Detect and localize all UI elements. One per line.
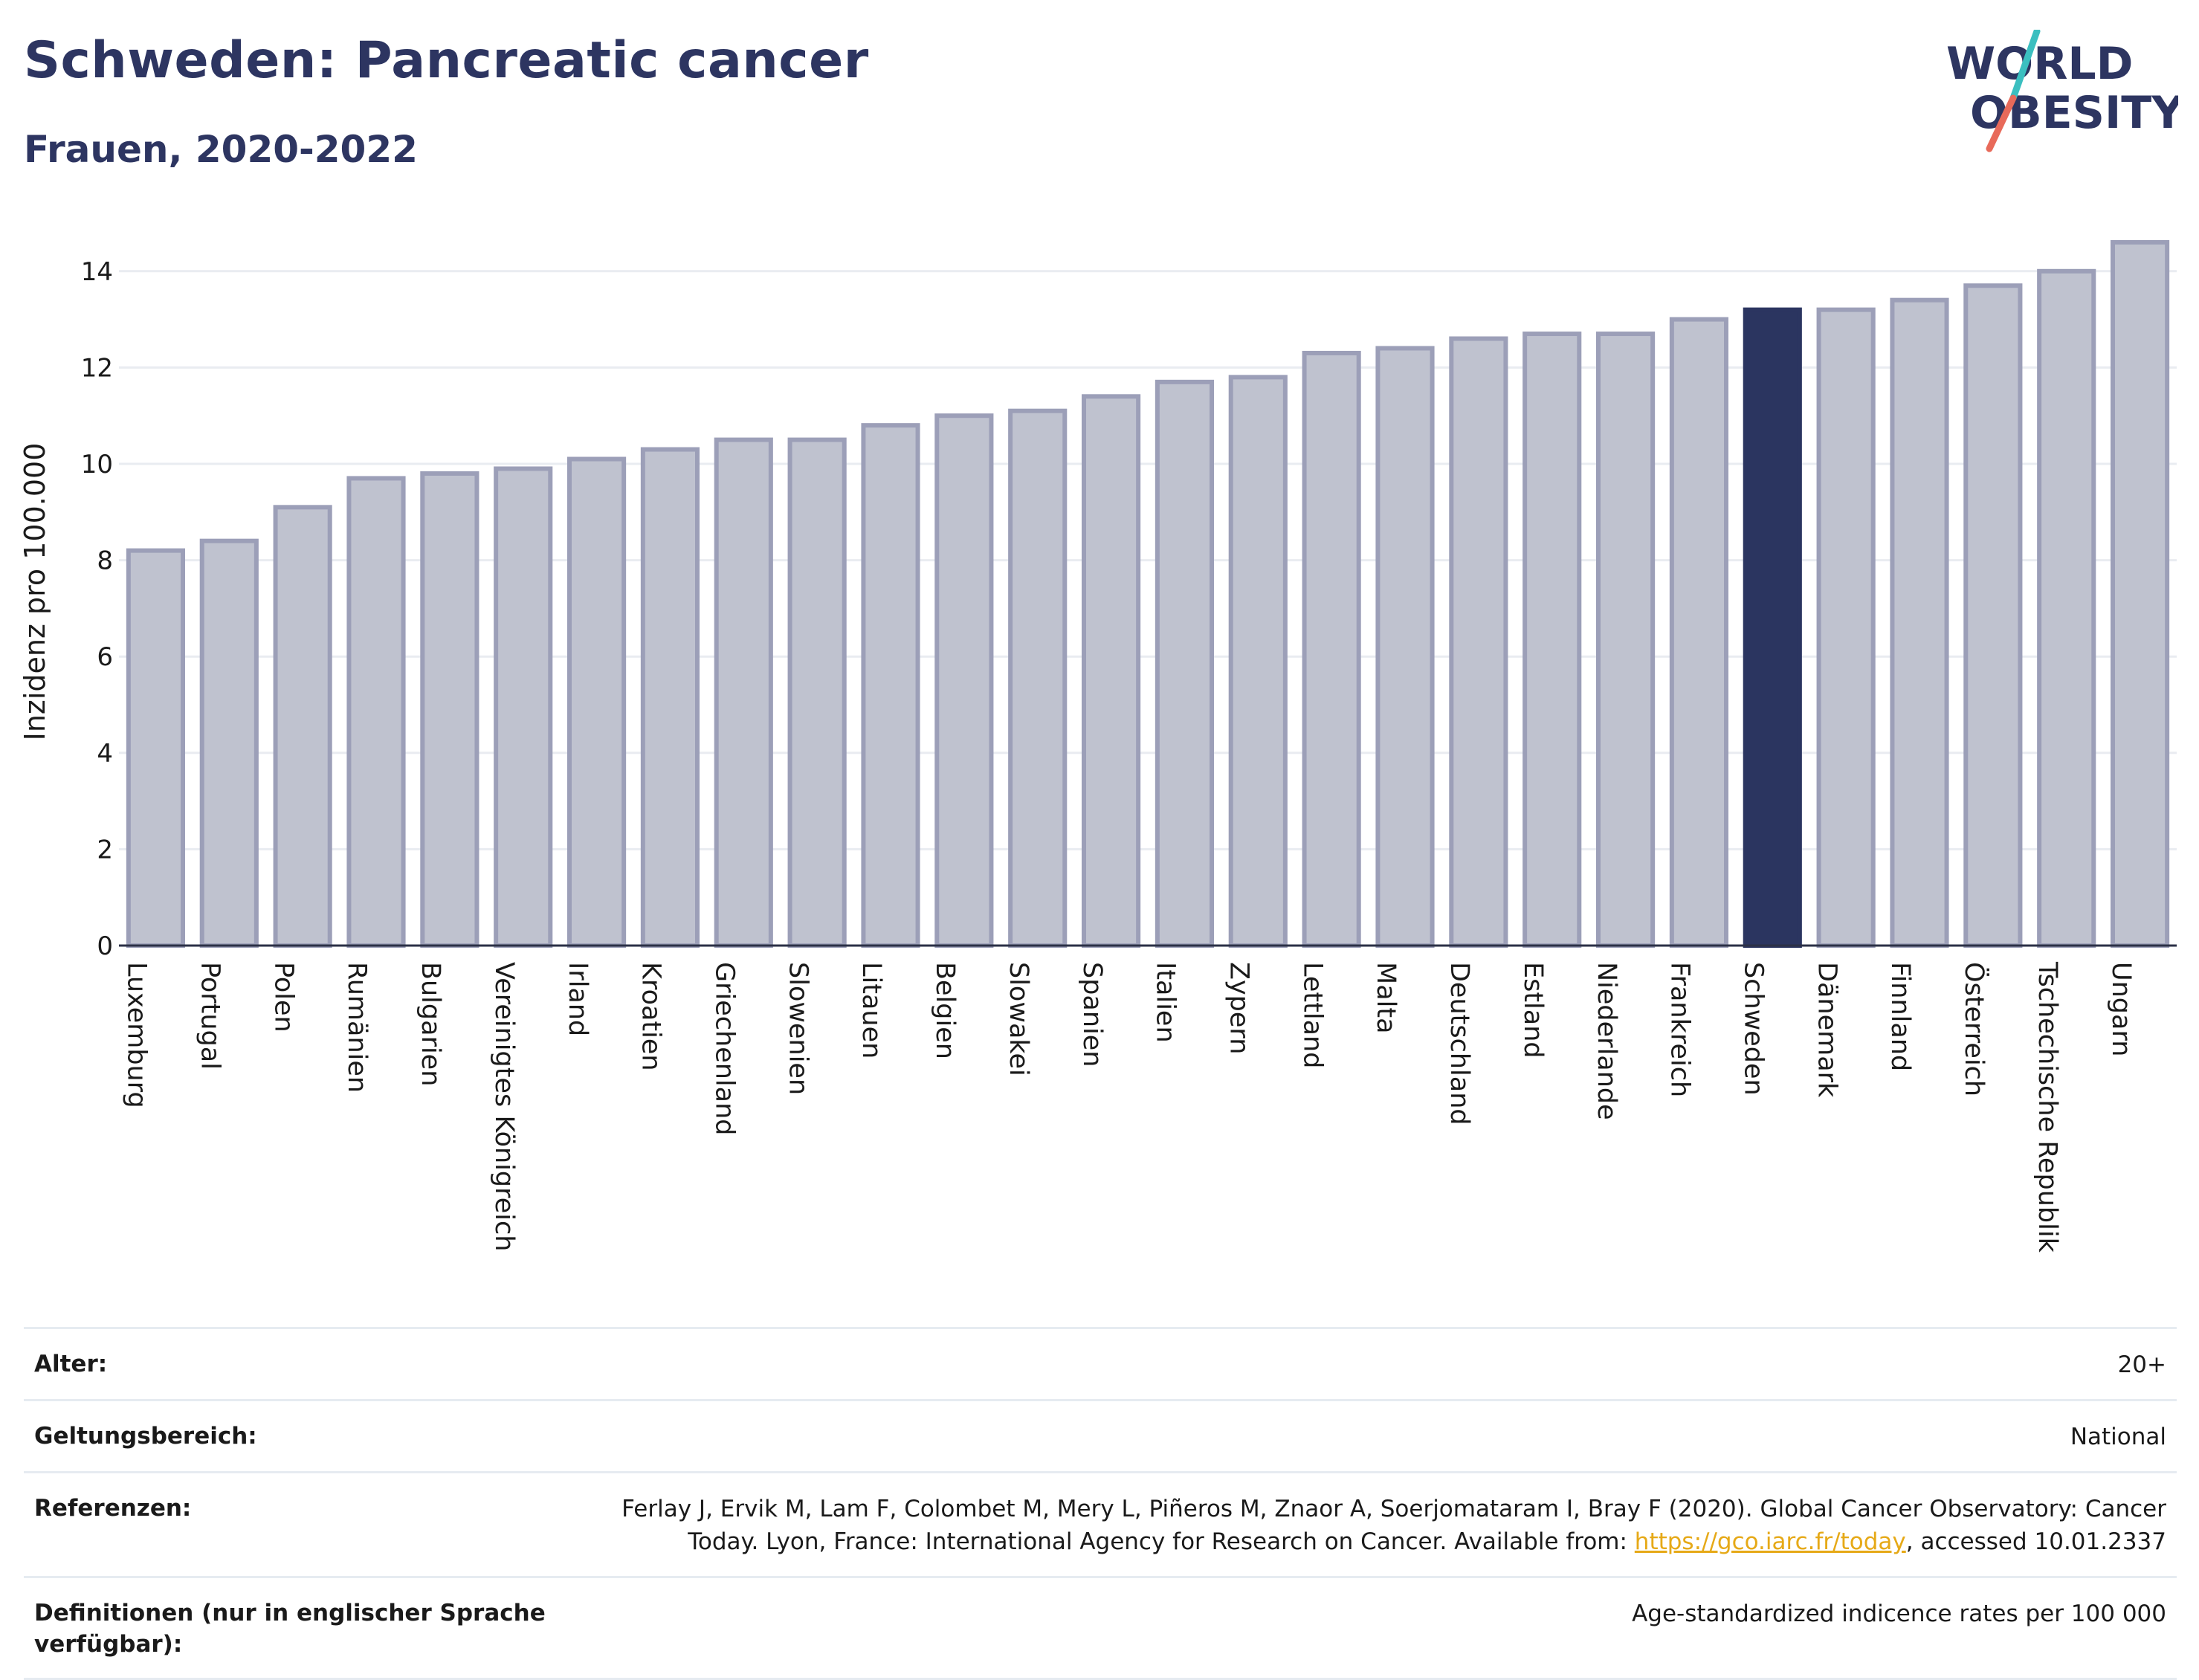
x-tick-label: Portugal: [195, 962, 225, 1070]
world-obesity-logo: WORLD OBESITY: [1946, 30, 2178, 152]
meta-row-definitions: Definitionen (nur in englischer Sprache …: [24, 1576, 2177, 1680]
y-axis-ticks: 0 2 4 6 8 10 12 14: [81, 257, 113, 961]
y-tick-label: 10: [81, 450, 113, 479]
bar-chart: 0 2 4 6 8 10 12 14 Luxemburg Portugal Polen Rumäni…: [19, 239, 2177, 1253]
bar-vereinigtes-königreich: [494, 466, 553, 949]
x-tick-label: Griechenland: [709, 962, 739, 1135]
x-tick-label: Vereinigtes Königreich: [489, 962, 519, 1251]
meta-row-references: Referenzen: Ferlay J, Ervik M, Lam F, Co…: [24, 1471, 2177, 1576]
logo-slash-coral: [1986, 94, 2017, 152]
x-tick-label: Deutschland: [1444, 962, 1474, 1125]
bar-belgien: [934, 413, 994, 948]
reference-link[interactable]: https://gco.iarc.fr/today: [1634, 1528, 1906, 1555]
x-tick-label: Ungarn: [2106, 962, 2136, 1056]
x-tick-label: Kroatien: [636, 962, 666, 1071]
x-tick-label: Zypern: [1224, 962, 1253, 1054]
bar-deutschland: [1449, 336, 1508, 948]
x-tick-label: Dänemark: [1812, 962, 1841, 1098]
bar-malta: [1375, 346, 1435, 949]
x-tick-label: Slowakei: [1004, 962, 1033, 1076]
y-tick-label: 8: [97, 546, 113, 576]
x-tick-label: Slowenien: [783, 962, 813, 1095]
definitions-value: Age-standardized indicence rates per 100…: [1632, 1600, 2166, 1627]
bar-slowakei: [1008, 408, 1068, 949]
y-axis-label: Inzidenz pro 100.000: [19, 443, 51, 741]
bar-polen: [273, 505, 332, 948]
x-tick-label: Irland: [563, 962, 592, 1036]
x-tick-label: Polen: [268, 962, 298, 1033]
x-tick-label: Belgien: [930, 962, 960, 1059]
x-tick-label: Rumänien: [342, 962, 372, 1093]
reference-text-3: , accessed 10.01.2337: [1905, 1528, 2166, 1555]
bars: [126, 239, 2170, 949]
metadata-table: Alter: 20+ Geltungsbereich: National Ref…: [24, 1327, 2177, 1680]
x-tick-label: Malta: [1371, 962, 1401, 1034]
y-tick-label: 6: [97, 642, 113, 672]
x-tick-label: Bulgarien: [416, 962, 445, 1086]
x-tick-label: Tschechische Republik: [2032, 961, 2062, 1253]
references-label: Referenzen:: [34, 1495, 192, 1522]
x-tick-label: Schweden: [1738, 962, 1768, 1096]
x-tick-label: Estland: [1518, 962, 1548, 1059]
chart-subtitle: Frauen, 2020-2022: [24, 128, 418, 171]
meta-row-age: Alter: 20+: [24, 1327, 2177, 1399]
age-label: Alter:: [34, 1351, 108, 1377]
logo-slash-teal: [2009, 30, 2041, 102]
x-axis-labels: Luxemburg Portugal Polen Rumänien Bulgarien V…: [122, 961, 2136, 1253]
x-tick-label: Lettland: [1297, 962, 1327, 1068]
chart-title: Schweden: Pancreatic cancer: [24, 31, 869, 90]
bar-litauen: [861, 423, 920, 949]
x-tick-label: Italien: [1151, 962, 1181, 1043]
bar-zypern: [1228, 375, 1288, 949]
reference-text-2: Today. Lyon, France: International Agenc…: [688, 1528, 1635, 1555]
y-tick-label: 14: [81, 257, 113, 287]
bar-luxemburg: [126, 548, 186, 948]
reference-text-1: Ferlay J, Ervik M, Lam F, Colombet M, Me…: [621, 1496, 2166, 1522]
x-tick-label: Finnland: [1885, 962, 1915, 1071]
bar-irland: [566, 456, 627, 948]
bar-italien: [1155, 379, 1215, 948]
bar-tschechische-republik: [2037, 268, 2096, 949]
bar-ungarn: [2110, 239, 2170, 949]
y-tick-label: 12: [81, 353, 113, 383]
bar-slowenien: [787, 437, 847, 949]
x-tick-label: Luxemburg: [122, 962, 152, 1108]
scope-value: National: [2070, 1424, 2166, 1450]
definitions-label: Definitionen (nur in englischer Sprache …: [34, 1600, 546, 1658]
bar-griechenland: [714, 437, 773, 949]
meta-row-scope: Geltungsbereich: National: [24, 1399, 2177, 1471]
bar-finnland: [1890, 297, 1949, 948]
y-tick-label: 4: [97, 739, 113, 769]
bar-estland: [1522, 332, 1582, 949]
bar-rumänien: [346, 476, 406, 948]
y-tick-label: 2: [97, 835, 113, 865]
x-tick-label: Spanien: [1077, 962, 1107, 1067]
bar-dänemark: [1816, 307, 1876, 948]
scope-label: Geltungsbereich:: [34, 1423, 257, 1450]
y-tick-label: 0: [97, 931, 113, 961]
x-tick-label: Litauen: [856, 962, 886, 1059]
bar-kroatien: [640, 447, 700, 948]
x-tick-label: Niederlande: [1592, 962, 1621, 1120]
bar-portugal: [199, 538, 259, 948]
x-tick-label: Österreich: [1959, 962, 1990, 1096]
bar-spanien: [1081, 394, 1141, 948]
references-value: Ferlay J, Ervik M, Lam F, Colombet M, Me…: [569, 1493, 2166, 1558]
age-value: 20+: [2117, 1351, 2166, 1378]
bar-österreich: [1963, 283, 2023, 949]
logo-text-world: WORLD: [1946, 38, 2133, 90]
x-tick-label: Frankreich: [1665, 962, 1695, 1097]
bar-bulgarien: [420, 471, 479, 948]
bar-niederlande: [1595, 332, 1656, 949]
bar-lettland: [1302, 350, 1361, 948]
bar-schweden: [1743, 307, 1802, 948]
bar-frankreich: [1669, 317, 1729, 949]
